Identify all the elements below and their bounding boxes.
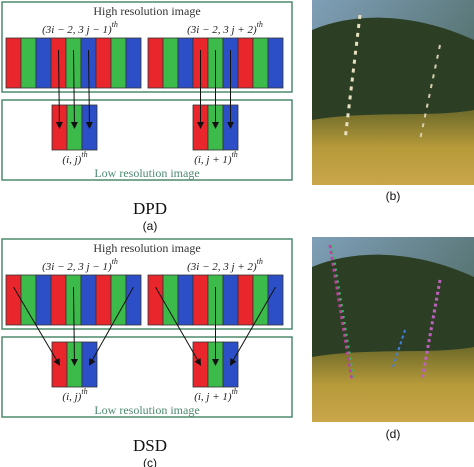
subpixel	[177, 274, 194, 326]
subpixel	[252, 37, 269, 89]
arrow	[155, 286, 201, 366]
subpixel	[20, 37, 37, 89]
label-text: (i, j)	[62, 154, 81, 166]
high-res-box	[1, 238, 293, 330]
panel-title: DPD	[133, 199, 167, 218]
arrow	[55, 49, 63, 129]
subpixel	[162, 37, 179, 89]
low-res-label: Low resolution image	[94, 403, 199, 417]
pixel-label: (i, j)th	[62, 387, 87, 403]
pixel-label: (3i − 2, 3 j − 1)th	[42, 257, 118, 273]
subpixel	[20, 274, 37, 326]
label-sup: th	[257, 20, 263, 29]
label-text: (3i − 2, 3 j + 2)	[187, 261, 257, 273]
pixel-label: (i, j + 1)th	[194, 387, 238, 403]
label-text: (3i − 2, 3 j − 1)	[42, 24, 112, 36]
label-sup: th	[112, 20, 118, 29]
panel-caption: (c)	[143, 456, 157, 467]
label-sup: th	[81, 150, 87, 159]
arrow	[70, 49, 78, 129]
label-text: (i, j)	[62, 391, 81, 403]
subpixel	[192, 274, 209, 326]
label-sup: th	[81, 387, 87, 396]
pixel-label: (i, j)th	[62, 150, 87, 166]
pixel-label: (3i − 2, 3 j − 1)th	[42, 20, 118, 36]
subpixel	[177, 37, 194, 89]
subpixel	[252, 274, 269, 326]
subpixel	[5, 37, 22, 89]
pixel-label: (3i − 2, 3 j + 2)th	[187, 257, 263, 273]
subpixel	[237, 37, 254, 89]
arrow	[230, 286, 276, 366]
label-sup: th	[257, 257, 263, 266]
photo-caption: (b)	[386, 189, 401, 203]
label-sup: th	[232, 150, 238, 159]
subpixel	[125, 274, 142, 326]
subpixel	[110, 37, 127, 89]
high-res-label: High resolution image	[93, 241, 200, 255]
label-text: (i, j + 1)	[194, 391, 232, 403]
photo-d	[312, 237, 474, 422]
subpixel	[267, 274, 284, 326]
subpixel	[147, 274, 164, 326]
label-sup: th	[112, 257, 118, 266]
label-text: (3i − 2, 3 j − 1)	[42, 261, 112, 273]
label-text: (3i − 2, 3 j + 2)	[187, 24, 257, 36]
subpixel	[162, 274, 179, 326]
low-res-box	[1, 99, 293, 181]
label-text: (i, j + 1)	[194, 154, 232, 166]
subpixel	[110, 274, 127, 326]
subpixel	[267, 37, 284, 89]
arrow	[70, 286, 78, 366]
subpixel	[50, 274, 67, 326]
subpixel	[35, 274, 52, 326]
subpixel	[125, 37, 142, 89]
subpixel	[222, 274, 239, 326]
subpixel	[237, 274, 254, 326]
panel-caption: (a)	[143, 219, 158, 233]
photo-b	[312, 0, 474, 185]
subpixel	[95, 274, 112, 326]
high-res-label: High resolution image	[93, 4, 200, 18]
arrow	[85, 49, 93, 129]
subpixel	[95, 37, 112, 89]
low-res-box	[1, 336, 293, 418]
subpixel	[80, 274, 97, 326]
low-res-label: Low resolution image	[94, 166, 199, 180]
photo-caption: (d)	[386, 427, 401, 441]
subpixel	[147, 37, 164, 89]
high-res-box	[1, 1, 293, 93]
label-sup: th	[232, 387, 238, 396]
subpixel	[5, 274, 22, 326]
arrow	[13, 286, 61, 366]
pixel-label: (i, j + 1)th	[194, 150, 238, 166]
arrow	[89, 286, 134, 366]
subpixel	[35, 37, 52, 89]
panel-title: DSD	[133, 436, 167, 455]
pixel-label: (3i − 2, 3 j + 2)th	[187, 20, 263, 36]
